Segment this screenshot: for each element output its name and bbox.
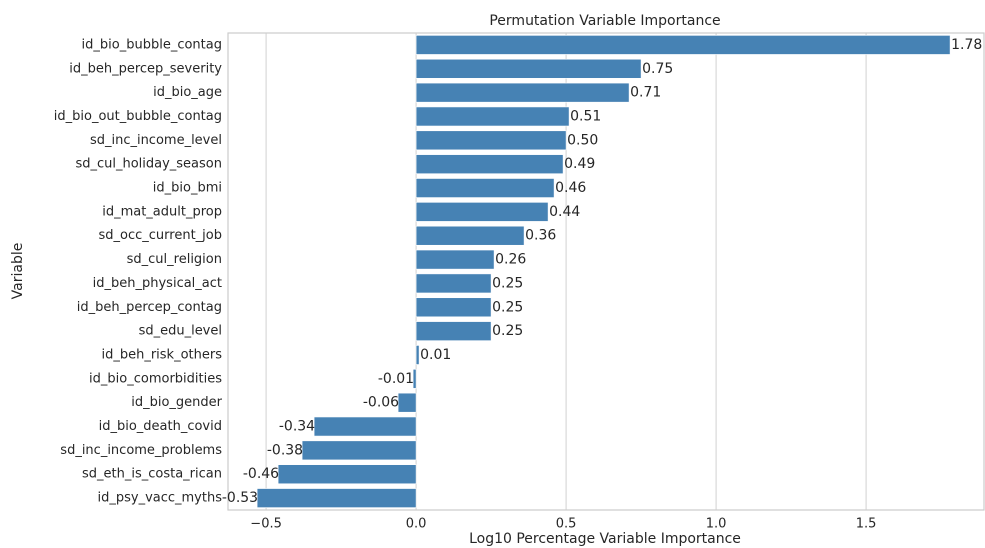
y-tick-label: id_beh_physical_act [93,276,222,291]
x-axis-label: Log10 Percentage Variable Importance [469,531,741,547]
bar [415,321,492,341]
value-label: 0.25 [492,299,523,315]
bar [415,82,630,103]
value-label: -0.34 [279,419,315,435]
y-tick-label: id_bio_gender [131,395,222,410]
x-tick-label: 1.0 [706,517,727,532]
value-label: 0.44 [549,204,580,220]
y-tick-label: sd_inc_income_level [90,133,222,148]
bar [301,440,417,461]
y-tick-label: sd_cul_religion [127,252,222,267]
bar [277,464,417,485]
bar [415,130,567,151]
y-tick-label: sd_occ_current_job [99,228,223,243]
bar [415,345,420,365]
x-tick-label: 0.5 [556,517,577,532]
bar [415,106,570,127]
y-tick-label: id_bio_out_bubble_contag [54,109,222,124]
value-label: -0.46 [243,466,279,482]
bar [397,392,417,413]
bar [415,225,525,246]
value-label: 0.25 [492,275,523,291]
value-label: -0.01 [378,371,414,387]
y-tick-label: sd_inc_income_problems [60,443,222,458]
bar [256,488,417,508]
value-label: 0.71 [630,85,661,101]
value-label: 0.51 [570,108,601,124]
y-tick-label: id_beh_risk_others [101,347,222,362]
bar [415,249,495,270]
bar [415,297,492,318]
y-tick-label: id_bio_comorbidities [89,371,222,386]
y-tick-label: sd_eth_is_costa_rican [82,467,222,482]
y-tick-label: sd_edu_level [139,324,222,339]
bar [415,202,549,222]
bar [415,58,642,79]
plot-frame [227,32,985,511]
x-tick-label: 0.0 [406,517,427,532]
bar [415,154,564,175]
y-tick-label: id_mat_adult_prop [102,204,222,219]
bar [415,35,951,55]
y-tick-label: id_bio_bubble_contag [82,37,222,52]
chart-title: Permutation Variable Importance [489,13,720,29]
value-label: 0.25 [492,323,523,339]
y-tick-label: id_bio_death_covid [99,419,222,434]
value-label: 0.26 [495,252,526,268]
y-tick-label: id_bio_bmi [153,181,222,196]
value-label: 0.36 [525,228,556,244]
value-label: 0.46 [555,180,586,196]
y-tick-label: id_psy_vacc_myths [97,491,222,506]
value-label: -0.53 [222,490,258,506]
value-label: -0.06 [363,395,399,411]
y-axis-label: Variable [10,243,26,300]
bar [313,416,417,437]
y-tick-label: id_beh_percep_contag [77,300,222,315]
value-label: 0.49 [564,156,595,172]
y-tick-label: id_bio_age [153,85,222,100]
value-label: 0.75 [642,61,673,77]
y-tick-label: id_beh_percep_severity [69,61,222,76]
value-label: 0.01 [420,347,451,363]
value-label: 0.50 [567,132,598,148]
x-tick-label: −0.5 [250,517,282,532]
value-label: 1.78 [951,37,982,53]
x-tick-label: 1.5 [856,517,877,532]
y-tick-label: sd_cul_holiday_season [75,157,222,172]
value-label: -0.38 [267,442,303,458]
bar [415,273,492,294]
bar [415,178,555,198]
bar [412,368,417,389]
